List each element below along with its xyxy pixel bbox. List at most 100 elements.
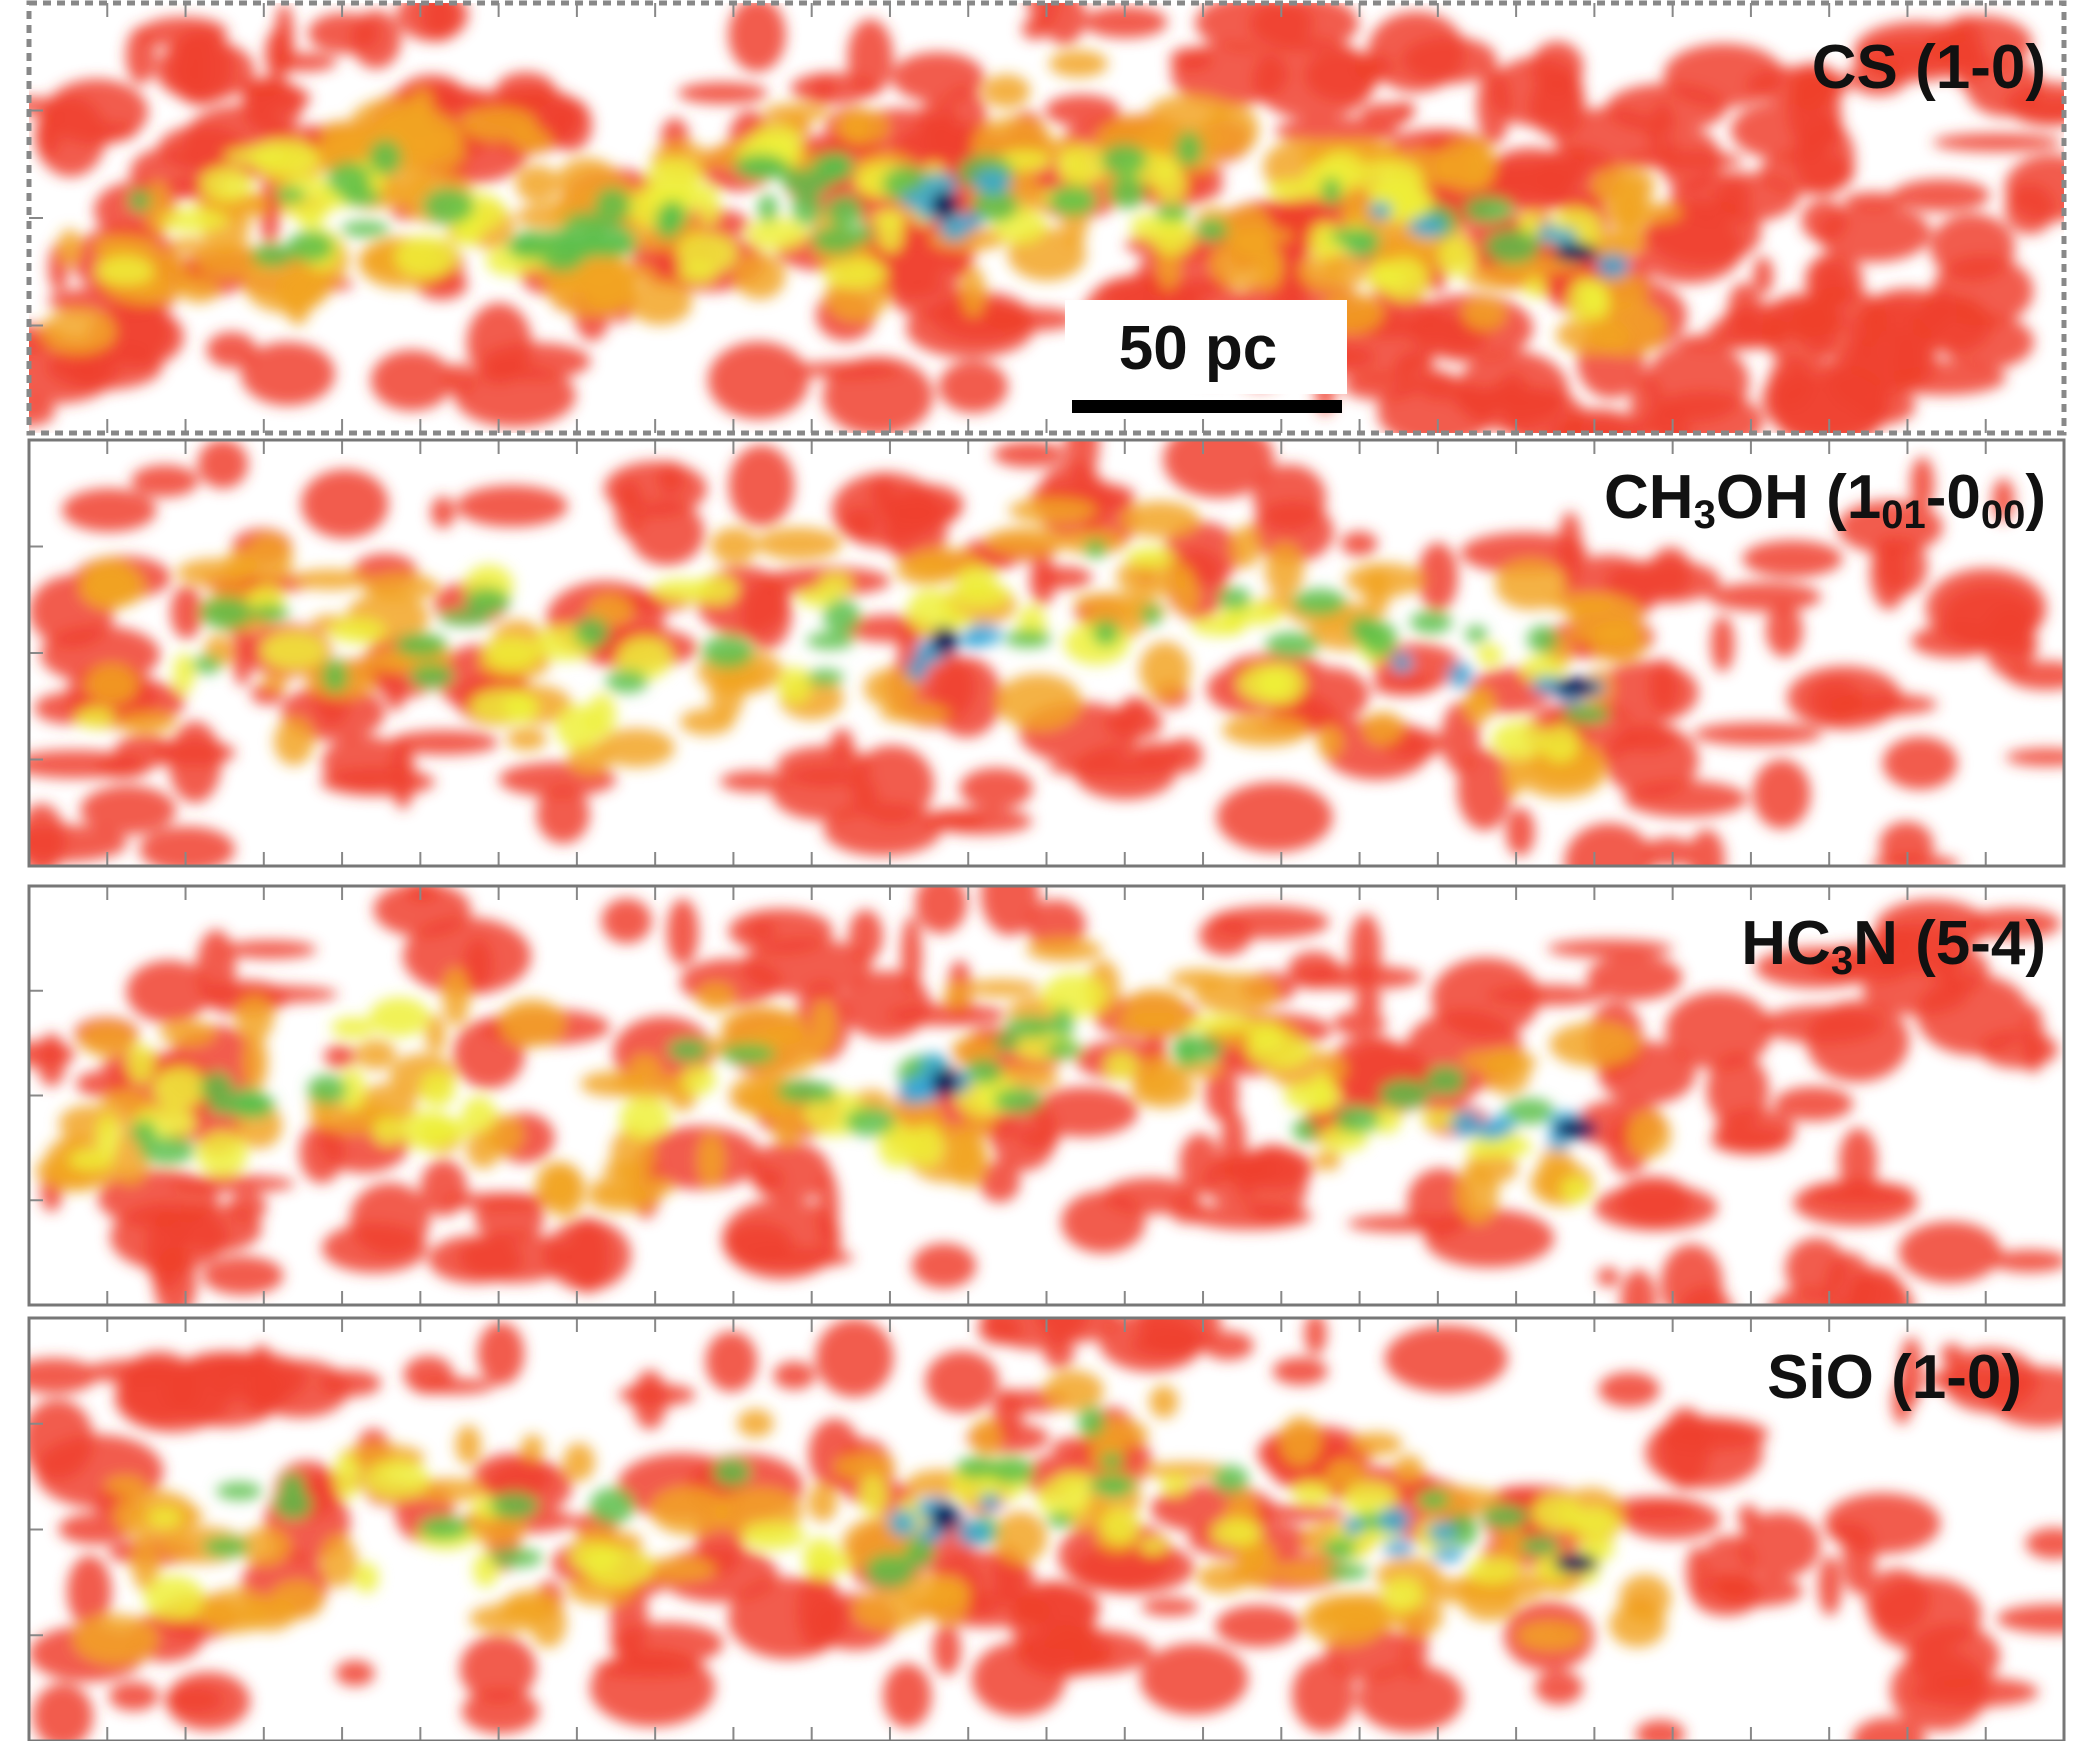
emission [511, 128, 553, 153]
emission [1503, 747, 1526, 797]
emission [506, 727, 547, 751]
emission [1483, 1137, 1533, 1157]
emission [1847, 1267, 1903, 1305]
emission [1991, 1249, 2064, 1273]
emission [85, 1359, 185, 1384]
subscript: 01 [1881, 493, 1926, 537]
emission [1489, 57, 1584, 127]
emission [990, 1097, 1058, 1171]
emission [125, 26, 157, 85]
emission [841, 506, 878, 541]
emission [1450, 1110, 1482, 1137]
emission [173, 652, 195, 695]
emission [126, 960, 212, 1024]
emission [749, 1141, 831, 1202]
emission [1669, 171, 1799, 224]
emission [1517, 749, 1606, 799]
emission [414, 1378, 495, 1395]
emission [368, 139, 403, 176]
emission [1394, 100, 1416, 120]
emission [153, 1067, 206, 1110]
emission [900, 916, 923, 995]
emission [1880, 360, 2006, 396]
emission [1688, 829, 1725, 866]
emission-peak [1553, 242, 1598, 263]
emission [1292, 1479, 1332, 1505]
emission [29, 1041, 77, 1067]
emission [1292, 1118, 1319, 1142]
emission [335, 1660, 375, 1687]
emission [1363, 711, 1404, 745]
emission [1369, 201, 1393, 220]
emission [206, 331, 257, 368]
emission [1590, 625, 1646, 663]
emission [1193, 973, 1279, 1015]
emission [261, 631, 328, 670]
emission [719, 770, 787, 793]
label-text: ) [2025, 463, 2046, 532]
emission [262, 673, 289, 691]
emission [1195, 218, 1229, 242]
emission [696, 983, 735, 1012]
emission [307, 1074, 348, 1105]
emission [1303, 1594, 1386, 1646]
emission [707, 341, 810, 420]
emission-peak [930, 191, 959, 220]
emission [357, 1083, 417, 1127]
emission [1322, 717, 1431, 780]
emission [321, 659, 349, 694]
emission [757, 193, 779, 224]
emission [1354, 987, 1382, 1016]
emission [992, 1388, 1023, 1437]
emission [394, 235, 459, 279]
emission [477, 1321, 525, 1386]
emission [483, 637, 540, 671]
emission [85, 664, 138, 705]
emission [1675, 333, 1783, 350]
emission [455, 1425, 482, 1465]
emission [728, 444, 795, 527]
emission [46, 344, 163, 390]
emission [602, 1161, 643, 1179]
emission [139, 1135, 196, 1165]
emission [562, 1442, 596, 1482]
scale-bar-box [1065, 300, 1347, 394]
emission [331, 1016, 375, 1039]
emission [73, 1613, 158, 1664]
emission [1101, 143, 1148, 176]
emission [823, 257, 888, 289]
emission [1598, 1372, 1660, 1408]
emission [589, 1175, 674, 1201]
emission [1383, 1539, 1414, 1557]
emission [139, 826, 236, 866]
emission [993, 1511, 1048, 1565]
emission [815, 1318, 894, 1398]
emission [389, 730, 499, 755]
emission [803, 1537, 839, 1580]
emission [166, 1671, 251, 1731]
emission [1356, 1663, 1464, 1733]
emission [957, 1520, 992, 1546]
emission [900, 189, 939, 210]
emission [1100, 1452, 1124, 1470]
emission [1363, 566, 1390, 619]
emission [1448, 662, 1474, 689]
emission [1195, 3, 1314, 52]
emission [1427, 1521, 1456, 1544]
emission [238, 1527, 290, 1565]
emission [340, 1068, 366, 1111]
emission [514, 229, 546, 260]
emission [1612, 210, 1644, 248]
emission [992, 441, 1066, 468]
emission [1048, 50, 1108, 78]
emission [555, 705, 602, 751]
panel: CS (1-0) [26, 0, 2067, 436]
emission [1571, 1507, 1618, 1538]
emission [1967, 908, 2061, 940]
emission [970, 1418, 1002, 1456]
emission [1564, 823, 1654, 866]
emission [1409, 610, 1453, 634]
emission [108, 1681, 159, 1711]
emission [1765, 604, 1803, 658]
